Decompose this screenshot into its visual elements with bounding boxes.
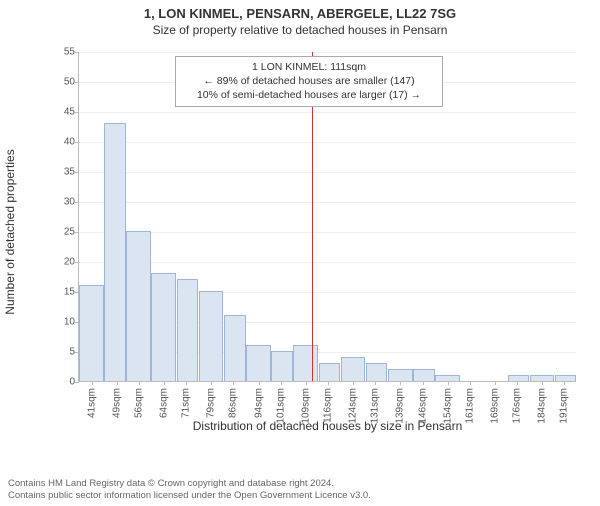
xtick-mark xyxy=(542,381,543,385)
annotation-box: 1 LON KINMEL: 111sqm ← 89% of detached h… xyxy=(175,56,443,107)
ytick-label: 25 xyxy=(51,227,75,238)
histogram-bar xyxy=(224,315,246,381)
xtick-label: 64sqm xyxy=(159,388,170,418)
xtick-mark xyxy=(353,381,354,385)
histogram-bar xyxy=(79,285,104,381)
xtick-mark xyxy=(186,381,187,385)
histogram-bar xyxy=(126,231,151,381)
ytick-mark xyxy=(75,262,79,263)
xtick-mark xyxy=(306,381,307,385)
ytick-label: 10 xyxy=(51,317,75,328)
ytick-label: 20 xyxy=(51,257,75,268)
xtick-label: 146sqm xyxy=(417,388,428,424)
xtick-label: 154sqm xyxy=(442,388,453,424)
ytick-mark xyxy=(75,202,79,203)
xtick-mark xyxy=(211,381,212,385)
histogram-bar xyxy=(199,291,224,381)
annotation-line-1: 1 LON KINMEL: 111sqm xyxy=(182,60,436,74)
xtick-mark xyxy=(423,381,424,385)
annotation-line-2: ← 89% of detached houses are smaller (14… xyxy=(182,74,436,88)
xtick-mark xyxy=(92,381,93,385)
page-title: 1, LON KINMEL, PENSARN, ABERGELE, LL22 7… xyxy=(0,6,600,21)
gridline-h xyxy=(79,142,576,143)
ytick-mark xyxy=(75,82,79,83)
xtick-label: 56sqm xyxy=(133,388,144,418)
xtick-label: 161sqm xyxy=(464,388,475,424)
xtick-mark xyxy=(448,381,449,385)
xtick-mark xyxy=(517,381,518,385)
xtick-mark xyxy=(400,381,401,385)
gridline-h xyxy=(79,262,576,263)
ytick-label: 0 xyxy=(51,377,75,388)
xtick-mark xyxy=(564,381,565,385)
ytick-mark xyxy=(75,382,79,383)
xtick-label: 184sqm xyxy=(537,388,548,424)
footer-line-1: Contains HM Land Registry data © Crown c… xyxy=(8,478,371,490)
chart-container: Number of detached properties Distributi… xyxy=(56,52,576,412)
histogram-bar xyxy=(413,369,435,381)
ytick-label: 55 xyxy=(51,47,75,58)
xtick-label: 131sqm xyxy=(370,388,381,424)
ytick-label: 15 xyxy=(51,287,75,298)
xtick-mark xyxy=(470,381,471,385)
xtick-mark xyxy=(281,381,282,385)
xtick-label: 139sqm xyxy=(395,388,406,424)
plot-area: Distribution of detached houses by size … xyxy=(78,52,576,382)
y-axis-label: Number of detached properties xyxy=(3,149,17,314)
xtick-mark xyxy=(375,381,376,385)
ytick-mark xyxy=(75,52,79,53)
page-subtitle: Size of property relative to detached ho… xyxy=(0,23,600,37)
histogram-bar xyxy=(555,375,577,381)
xtick-mark xyxy=(259,381,260,385)
xtick-mark xyxy=(164,381,165,385)
ytick-label: 40 xyxy=(51,137,75,148)
ytick-mark xyxy=(75,142,79,143)
ytick-mark xyxy=(75,232,79,233)
histogram-bar xyxy=(388,369,413,381)
ytick-label: 45 xyxy=(51,107,75,118)
xtick-mark xyxy=(233,381,234,385)
histogram-bar xyxy=(366,363,388,381)
footer-line-2: Contains public sector information licen… xyxy=(8,490,371,502)
histogram-bar xyxy=(177,279,199,381)
xtick-mark xyxy=(328,381,329,385)
histogram-bar xyxy=(319,363,341,381)
xtick-mark xyxy=(495,381,496,385)
ytick-label: 50 xyxy=(51,77,75,88)
gridline-h xyxy=(79,112,576,113)
xtick-label: 86sqm xyxy=(228,388,239,418)
ytick-mark xyxy=(75,172,79,173)
xtick-label: 109sqm xyxy=(300,388,311,424)
attribution-footer: Contains HM Land Registry data © Crown c… xyxy=(8,478,371,502)
histogram-bar xyxy=(246,345,271,381)
xtick-label: 169sqm xyxy=(490,388,501,424)
ytick-mark xyxy=(75,112,79,113)
xtick-label: 191sqm xyxy=(559,388,570,424)
histogram-bar xyxy=(341,357,366,381)
histogram-bar xyxy=(104,123,126,381)
histogram-bar xyxy=(293,345,318,381)
xtick-label: 49sqm xyxy=(111,388,122,418)
gridline-h xyxy=(79,172,576,173)
xtick-label: 101sqm xyxy=(275,388,286,424)
xtick-mark xyxy=(117,381,118,385)
histogram-bar xyxy=(151,273,176,381)
ytick-label: 30 xyxy=(51,197,75,208)
annotation-line-3: 10% of semi-detached houses are larger (… xyxy=(182,88,436,102)
ytick-label: 35 xyxy=(51,167,75,178)
xtick-label: 41sqm xyxy=(86,388,97,418)
xtick-label: 124sqm xyxy=(348,388,359,424)
gridline-h xyxy=(79,232,576,233)
xtick-label: 94sqm xyxy=(253,388,264,418)
xtick-mark xyxy=(139,381,140,385)
xtick-label: 71sqm xyxy=(181,388,192,418)
gridline-h xyxy=(79,202,576,203)
histogram-bar xyxy=(271,351,293,381)
xtick-label: 116sqm xyxy=(323,388,334,423)
histogram-bar xyxy=(508,375,530,381)
xtick-label: 79sqm xyxy=(206,388,217,418)
ytick-label: 5 xyxy=(51,347,75,358)
gridline-h xyxy=(79,52,576,53)
xtick-label: 176sqm xyxy=(512,388,523,424)
